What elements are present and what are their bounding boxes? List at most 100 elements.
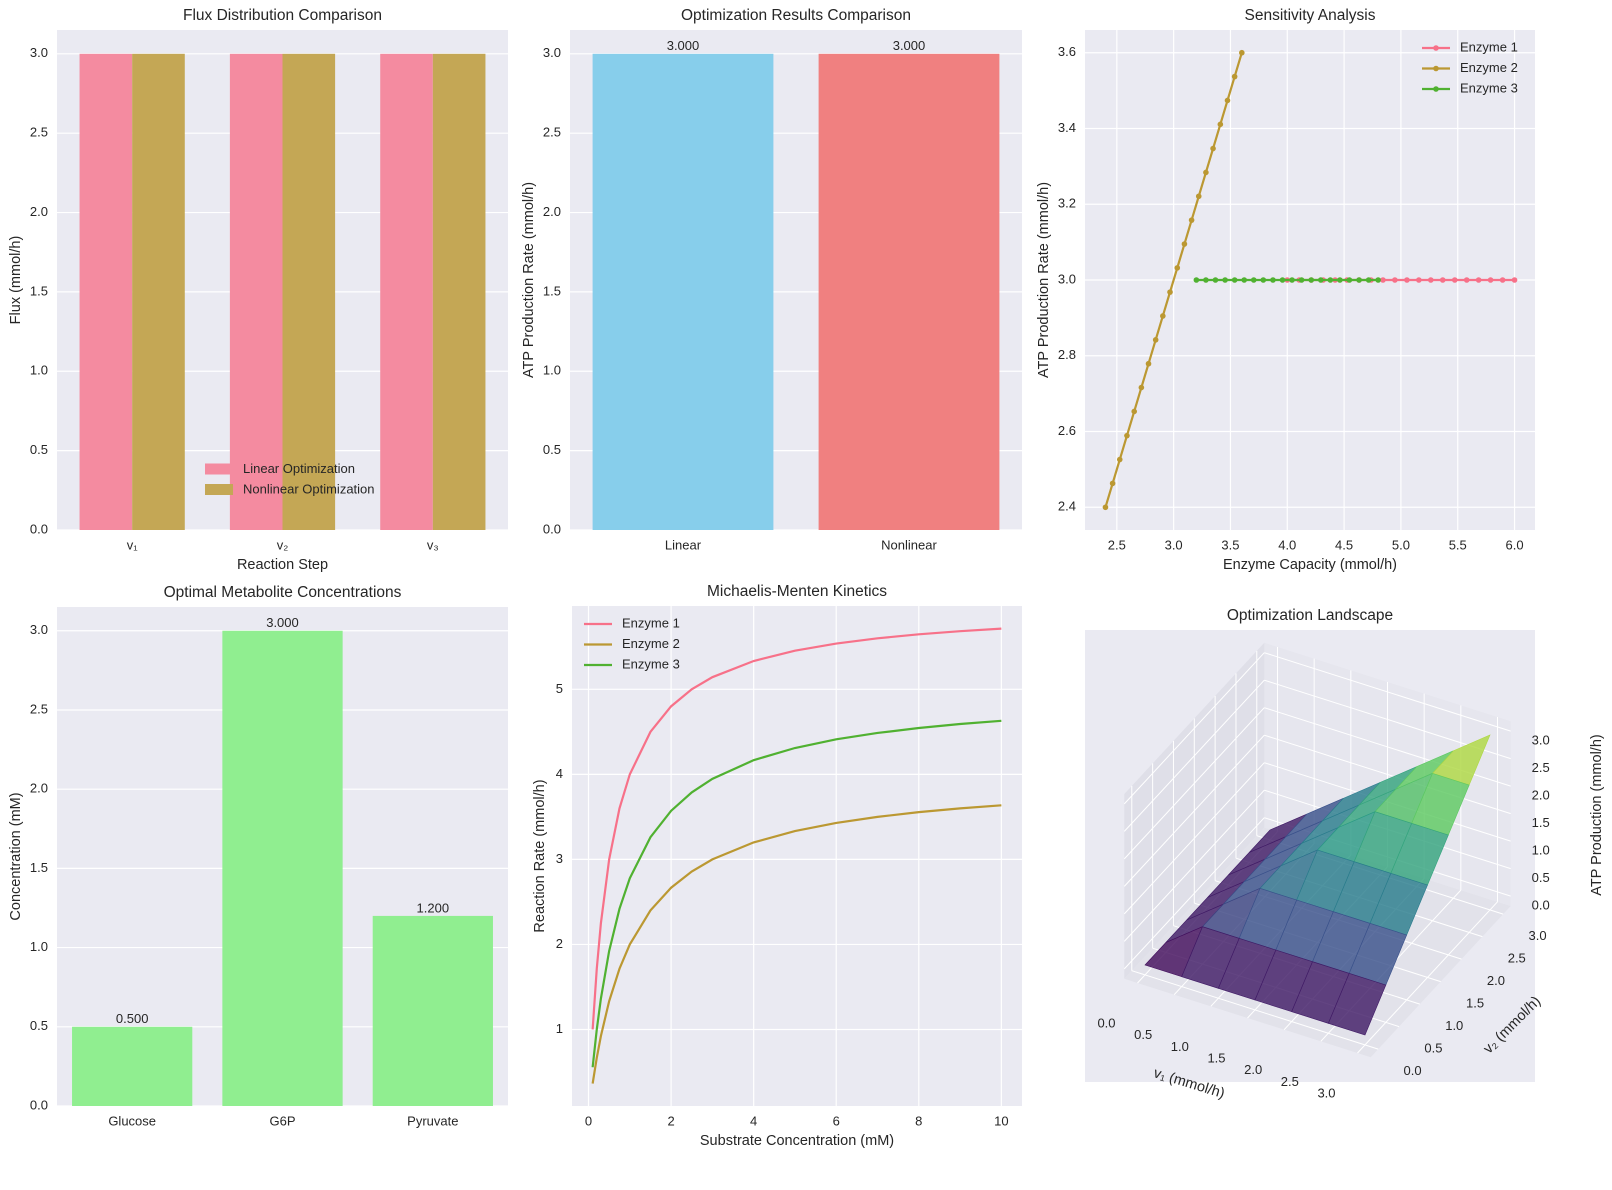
marker	[1124, 432, 1130, 439]
z-tick-label: 3.0	[1532, 733, 1550, 748]
value-label: 1.200	[417, 900, 450, 915]
y-tick-label: 0.0	[1404, 1063, 1422, 1078]
marker	[1380, 277, 1386, 283]
z-tick-label: 1.5	[1532, 815, 1550, 830]
marker	[1138, 384, 1145, 391]
y-tick-label: 1.0	[1445, 1018, 1463, 1033]
bar	[818, 53, 1000, 531]
x-tick-label: Linear	[665, 537, 702, 552]
x-tick-label: v₂	[277, 537, 289, 552]
bar	[229, 53, 283, 531]
y-tick-label: 1.5	[543, 283, 561, 298]
chart-title: Flux Distribution Comparison	[183, 7, 382, 24]
y-tick-label: 3.0	[1529, 928, 1547, 943]
marker	[1188, 217, 1195, 223]
marker	[1270, 277, 1276, 283]
y-tick-label: 1.5	[30, 283, 48, 298]
bar	[79, 53, 133, 531]
marker	[1439, 277, 1446, 283]
y-tick-label: 0.0	[543, 521, 561, 536]
marker	[1511, 277, 1518, 283]
y-tick-label: 1.0	[30, 939, 48, 954]
bar	[372, 915, 493, 1106]
grid-line	[1264, 734, 1511, 815]
marker	[1145, 360, 1152, 367]
marker	[1475, 277, 1482, 283]
x-axis-label: Enzyme Capacity (mmol/h)	[1223, 557, 1397, 573]
marker	[1217, 121, 1224, 128]
x-tick-label: 3.0	[1165, 537, 1183, 552]
y-tick-label: 0.0	[30, 521, 48, 536]
z-axis-label: ATP Production (mmol/h)	[1589, 734, 1605, 895]
x-tick-label: 4.5	[1335, 537, 1353, 552]
x-tick-label: 5.5	[1449, 537, 1467, 552]
y-tick-label: 2.5	[30, 701, 48, 716]
legend-label: Linear Optimization	[243, 461, 355, 476]
y-tick-label: 0.5	[30, 442, 48, 457]
marker	[1365, 277, 1372, 283]
plot-area	[572, 606, 1022, 1106]
marker	[1463, 277, 1470, 283]
x-tick-label: 5.0	[1392, 537, 1410, 552]
x-tick-label: Glucose	[108, 1113, 156, 1128]
marker	[1212, 277, 1219, 283]
marker	[1203, 169, 1209, 176]
y-tick-label: 0.5	[1424, 1040, 1442, 1055]
y-tick-label: 2.5	[543, 125, 561, 140]
marker	[1131, 408, 1138, 415]
grid-line	[1123, 817, 1265, 970]
y-tick-label: 2.8	[1058, 347, 1076, 362]
x-tick-label: G6P	[269, 1113, 295, 1128]
surface-face	[1327, 972, 1387, 1036]
chart-title: Optimal Metabolite Concentrations	[164, 584, 402, 601]
marker	[1231, 277, 1238, 283]
marker	[1174, 265, 1181, 271]
grid-line	[1123, 762, 1265, 915]
legend-swatch	[205, 463, 233, 475]
grid-line	[1123, 652, 1265, 805]
value-label: 0.500	[116, 1011, 149, 1026]
x-tick-label: 2.5	[1108, 537, 1126, 552]
marker	[1241, 277, 1248, 283]
line	[1104, 52, 1243, 508]
chart-title: Michaelis-Menten Kinetics	[707, 583, 887, 600]
marker	[1109, 480, 1116, 487]
marker	[1337, 277, 1343, 283]
marker	[1203, 277, 1209, 283]
grid-line	[1123, 707, 1265, 860]
legend-marker	[1433, 86, 1439, 92]
y-tick-label: 3.0	[543, 45, 561, 60]
x-axis-label: Substrate Concentration (mM)	[700, 1133, 894, 1149]
marker	[1327, 277, 1334, 283]
x-tick-label: 1.0	[1171, 1039, 1189, 1054]
legend-label: Nonlinear Optimization	[243, 481, 375, 496]
marker	[1181, 241, 1188, 247]
z-tick-label: 2.5	[1532, 760, 1550, 775]
y-tick-label: 0.5	[543, 442, 561, 457]
y-tick-label: 2.4	[1058, 499, 1076, 514]
x-tick-label: 2.0	[1244, 1062, 1262, 1077]
grid-line	[1123, 734, 1265, 887]
x-tick-label: 1.5	[1207, 1050, 1225, 1065]
x-tick-label: Nonlinear	[881, 537, 937, 552]
y-axis-label: ATP Production Rate (mmol/h)	[1036, 182, 1052, 378]
y-tick-label: 2.5	[1508, 950, 1526, 965]
y-tick-label: 3.0	[30, 622, 48, 637]
legend-label: Enzyme 3	[622, 656, 680, 671]
line	[591, 804, 1002, 1084]
z-tick-label: 0.0	[1532, 898, 1550, 913]
x-tick-label: 6	[833, 1113, 840, 1128]
legend-label: Enzyme 2	[1460, 60, 1518, 75]
x-tick-label: 2	[667, 1113, 674, 1128]
y-tick-label: 2.6	[1058, 423, 1076, 438]
marker	[1356, 277, 1362, 283]
bar	[222, 630, 343, 1106]
line	[591, 719, 1002, 1068]
y-tick-label: 2.0	[1487, 973, 1505, 988]
bar	[72, 1026, 193, 1106]
y-tick-label: 2.0	[543, 204, 561, 219]
x-tick-label: 4	[750, 1113, 757, 1128]
legend-marker	[1433, 45, 1439, 51]
x-tick-label: 4.0	[1278, 537, 1296, 552]
x-tick-label: v₃	[427, 537, 439, 552]
